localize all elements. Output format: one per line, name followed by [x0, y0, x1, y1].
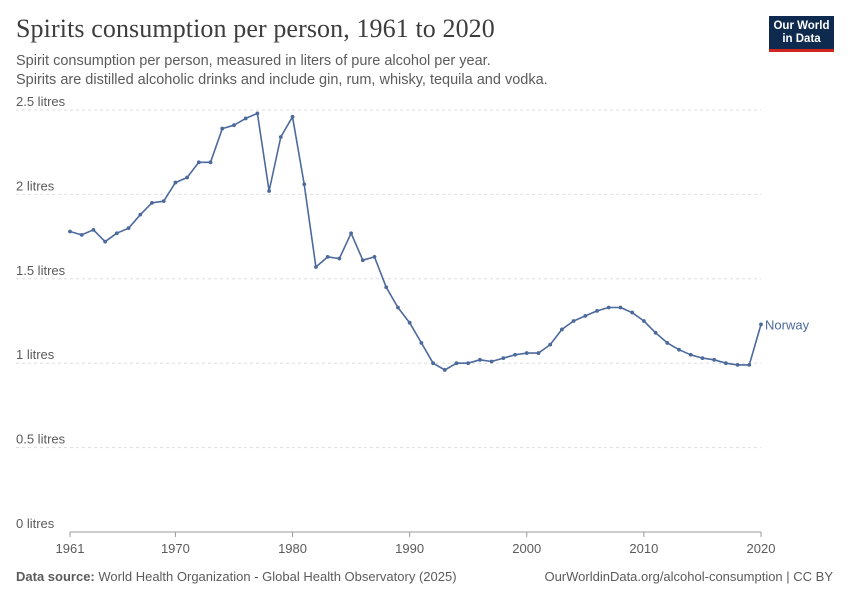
- data-point: [735, 362, 740, 367]
- x-tick-label: 2010: [629, 541, 658, 556]
- series-line-norway: [69, 112, 762, 371]
- data-point: [314, 265, 318, 269]
- data-point: [688, 352, 693, 357]
- data-point: [232, 123, 236, 128]
- data-point: [220, 126, 225, 131]
- x-tick-label: 1980: [278, 541, 307, 556]
- data-point: [114, 231, 119, 236]
- data-point: [524, 351, 529, 355]
- data-point: [431, 361, 435, 366]
- series-label: Norway: [765, 317, 810, 332]
- data-source-label: Data source:: [16, 569, 95, 584]
- data-source: Data source: World Health Organization -…: [16, 569, 457, 584]
- data-point: [255, 111, 260, 116]
- data-point: [196, 160, 201, 165]
- data-point: [559, 327, 564, 332]
- data-point: [185, 175, 190, 180]
- data-point: [103, 239, 108, 244]
- data-point: [759, 322, 763, 327]
- subtitle-line-1: Spirit consumption per person, measured …: [16, 53, 491, 69]
- data-point: [442, 368, 447, 372]
- x-tick-label: 1970: [161, 541, 190, 556]
- x-tick-label: 2000: [512, 541, 541, 556]
- owid-logo[interactable]: Our World in Data: [769, 16, 834, 52]
- data-point: [595, 308, 599, 313]
- y-tick-label: 0 litres: [16, 516, 55, 531]
- data-point: [478, 357, 482, 362]
- data-point: [360, 258, 365, 263]
- data-point: [302, 182, 307, 187]
- data-point: [700, 356, 705, 361]
- data-point: [723, 361, 728, 366]
- data-point: [653, 330, 658, 335]
- y-tick-label: 1 litres: [16, 347, 55, 362]
- data-point: [466, 361, 471, 366]
- y-tick-label: 0.5 litres: [16, 432, 66, 447]
- data-point: [641, 319, 646, 323]
- data-point: [747, 362, 752, 367]
- logo-line-1: Our World: [773, 20, 830, 32]
- data-point: [372, 254, 377, 259]
- data-point: [419, 341, 424, 345]
- x-tick-label: 1961: [56, 541, 85, 556]
- data-source-text[interactable]: World Health Organization - Global Healt…: [98, 569, 457, 584]
- data-point: [489, 359, 494, 364]
- data-point: [337, 256, 342, 261]
- data-point: [536, 351, 541, 355]
- data-point: [325, 254, 330, 259]
- y-tick-label: 2 litres: [16, 178, 55, 193]
- data-point: [513, 352, 517, 357]
- subtitle-line-2: Spirits are distilled alcoholic drinks a…: [16, 72, 548, 88]
- data-point: [91, 227, 96, 232]
- chart-title: Spirits consumption per person, 1961 to …: [16, 14, 495, 43]
- y-tick-label: 1.5 litres: [16, 263, 66, 278]
- data-point: [243, 116, 248, 121]
- data-point: [161, 199, 166, 204]
- data-point: [208, 160, 213, 165]
- data-point: [630, 310, 635, 315]
- data-point: [583, 314, 588, 318]
- logo-line-2: in Data: [782, 33, 821, 45]
- x-tick-label: 1990: [395, 541, 424, 556]
- data-point: [501, 356, 506, 361]
- data-point: [396, 305, 400, 310]
- source-url[interactable]: OurWorldinData.org/alcohol-consumption |…: [544, 569, 833, 584]
- data-point: [68, 229, 72, 234]
- data-point: [138, 212, 143, 217]
- data-point: [173, 180, 178, 185]
- data-point: [278, 135, 283, 139]
- data-point: [150, 200, 154, 205]
- x-tick-label: 2020: [747, 541, 776, 556]
- data-point: [571, 319, 576, 323]
- data-point: [349, 231, 353, 236]
- data-point: [384, 285, 389, 290]
- data-point: [79, 233, 84, 237]
- data-point: [712, 357, 717, 362]
- data-point: [407, 320, 412, 325]
- data-point: [665, 341, 670, 345]
- chart-subtitle: Spirit consumption per person, measured …: [16, 52, 736, 90]
- data-point: [454, 361, 459, 366]
- data-point: [677, 347, 681, 352]
- data-point: [606, 305, 611, 310]
- data-point: [618, 305, 623, 310]
- data-point: [267, 189, 272, 193]
- data-point: [548, 342, 553, 347]
- data-point: [290, 114, 295, 119]
- y-tick-label: 2.5 litres: [16, 94, 66, 109]
- data-point: [126, 226, 131, 231]
